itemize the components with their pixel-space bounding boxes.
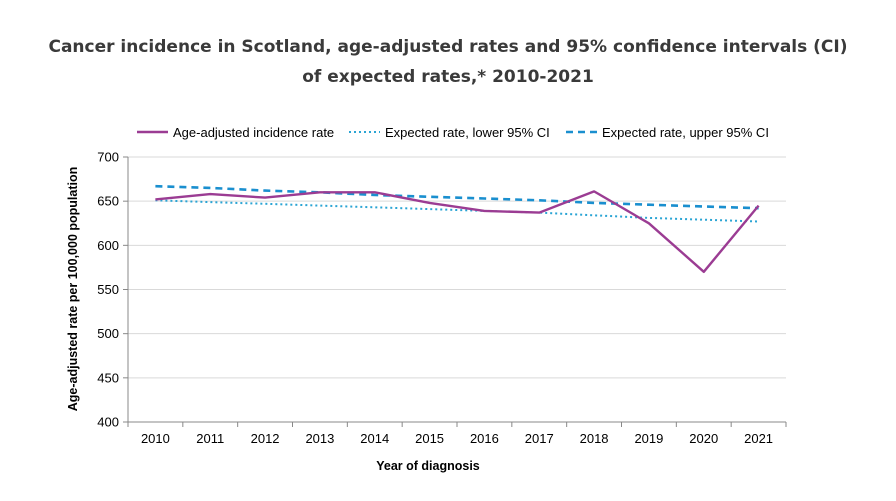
y-axis-title: Age-adjusted rate per 100,000 population — [66, 167, 80, 412]
x-axis-title: Year of diagnosis — [376, 459, 480, 473]
x-tick-label: 2016 — [470, 431, 499, 446]
series-lines — [155, 184, 760, 273]
x-tick-label: 2014 — [360, 431, 389, 446]
y-tick-label: 500 — [97, 326, 119, 341]
gridlines — [128, 156, 786, 379]
y-tick-label: 600 — [97, 238, 119, 253]
x-tick-label: 2019 — [634, 431, 663, 446]
x-tick-label: 2013 — [305, 431, 334, 446]
y-tick-label: 650 — [97, 194, 119, 209]
y-tick-label: 550 — [97, 282, 119, 297]
series-line-1 — [155, 199, 759, 223]
x-tick-label: 2021 — [744, 431, 773, 446]
y-tick-label: 450 — [97, 370, 119, 385]
x-tick-label: 2011 — [196, 431, 224, 446]
y-tick-labels: 400 450 500 550 600 650 700 — [97, 150, 119, 430]
x-tick-label: 2020 — [689, 431, 718, 446]
chart-title: Cancer incidence in Scotland, age-adjust… — [0, 32, 896, 92]
chart-title-line-2: of expected rates,* 2010-2021 — [302, 67, 594, 87]
legend-label-1: Expected rate, lower 95% CI — [385, 125, 550, 140]
legend: Age-adjusted incidence rate Expected rate… — [137, 125, 769, 140]
y-tick-label: 700 — [97, 150, 119, 165]
x-tick-label: 2012 — [251, 431, 280, 446]
legend-label-2: Expected rate, upper 95% CI — [602, 125, 769, 140]
legend-label-0: Age-adjusted incidence rate — [173, 125, 334, 140]
x-tick-label: 2018 — [580, 431, 609, 446]
y-tick-label: 400 — [97, 415, 119, 430]
x-tick-labels: 2010 2011 2012 2013 2014 2015 2016 2017 2018 2019… — [141, 431, 773, 446]
axes — [123, 156, 787, 427]
series-line-0 — [155, 190, 760, 273]
x-tick-label: 2010 — [141, 431, 170, 446]
x-tick-label: 2017 — [525, 431, 554, 446]
series-line-2 — [155, 184, 759, 210]
x-tick-label: 2015 — [415, 431, 444, 446]
chart-title-line-1: Cancer incidence in Scotland, age-adjust… — [48, 37, 848, 57]
